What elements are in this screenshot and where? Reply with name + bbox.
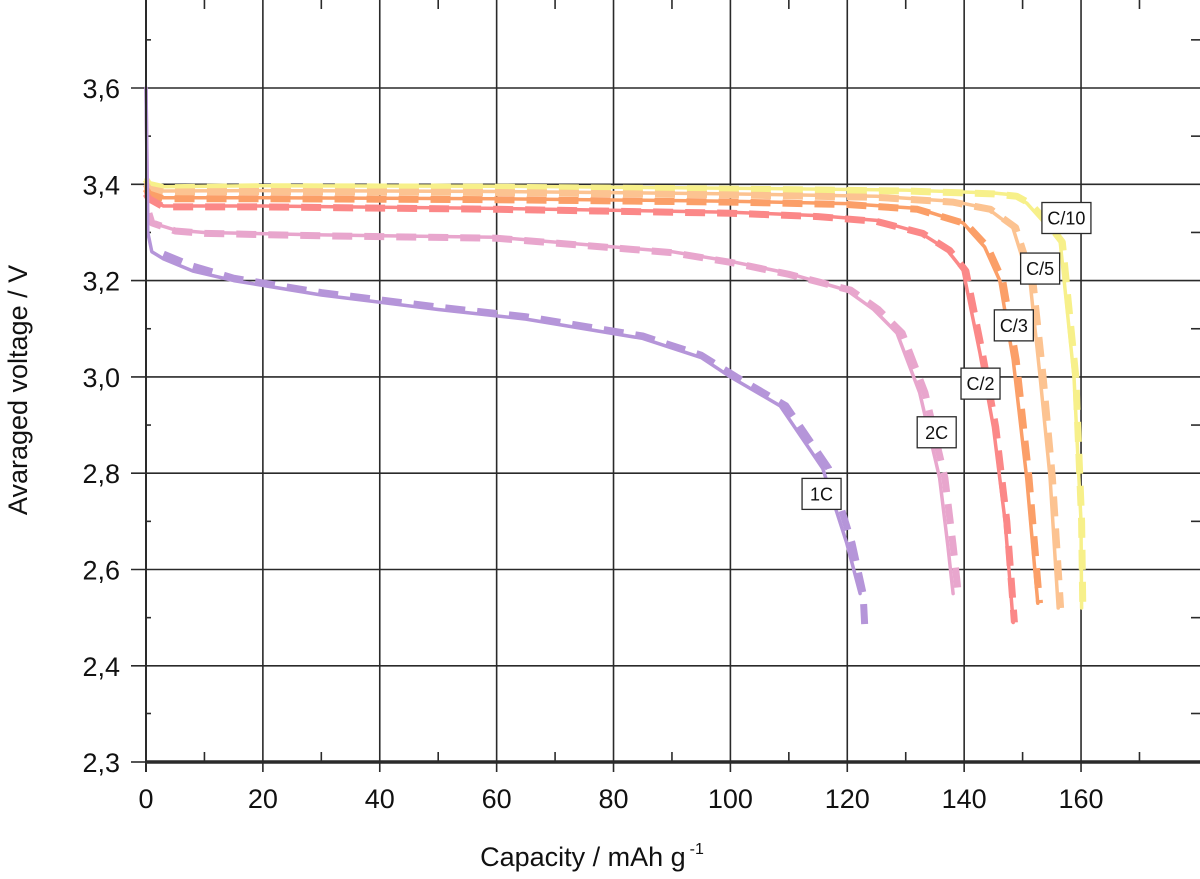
y-tick-label: 3,6 (82, 74, 120, 104)
y-axis-title: Avaraged voltage / V (3, 265, 33, 515)
annotation-label: 2C (925, 423, 948, 443)
annotation-label: C/10 (1047, 209, 1085, 229)
annotation-box (916, 416, 957, 449)
x-tick-label: 160 (1059, 784, 1104, 814)
x-tick-label: 40 (365, 784, 395, 814)
y-tick-label: 3,0 (82, 363, 120, 393)
x-tick-label: 140 (942, 784, 987, 814)
x-axis-title: Capacity / mAh g -1 (480, 841, 704, 872)
y-tick-label: 2,6 (82, 556, 120, 586)
y-tick-label: 2,4 (82, 652, 120, 682)
y-tick-label: 2,8 (82, 459, 120, 489)
series-2c-dashed (145, 212, 962, 594)
series-c-3-dashed (143, 187, 1043, 604)
series-c-5-dashed (143, 182, 1065, 609)
annotation-box (993, 309, 1034, 342)
x-tick-label: 20 (248, 784, 278, 814)
annotation-label: C/3 (1000, 316, 1028, 336)
y-tick-label: 3,4 (82, 170, 120, 200)
series-c-2-solid (144, 192, 1015, 625)
grid (131, 0, 1200, 772)
axes: 0 20 40 60 80 100 120 140 160 2,3 2,4 2,6 2,8 3,0 3,2 3… (82, 0, 1200, 814)
annotations-group: C/10 C/5 C/3 C/2 2C 1C (801, 201, 1092, 511)
series-2c-solid (144, 86, 955, 596)
x-tick-label: 80 (598, 784, 628, 814)
series-c-3-solid (144, 187, 1040, 605)
series-c-10-dashed (143, 177, 1087, 609)
series-1c-solid (144, 86, 862, 596)
series-c-2-dashed (143, 192, 1018, 623)
annotation-label: C/5 (1026, 259, 1054, 279)
annotation-box (801, 477, 842, 511)
x-tick-label: 60 (482, 784, 512, 814)
x-tick-label: 120 (825, 784, 870, 814)
annotation-label: 1C (810, 484, 833, 504)
x-tick-label: 100 (708, 784, 753, 814)
y-tick-label: 2,3 (82, 748, 120, 778)
annotation-box (1041, 201, 1092, 235)
annotation-label: C/2 (967, 374, 995, 394)
annotation-box (960, 367, 1001, 400)
annotation-box (1019, 252, 1061, 285)
series-1c-dashed (162, 250, 869, 628)
series-group (143, 86, 1087, 628)
y-tick-label: 3,2 (82, 267, 120, 297)
x-tick-label: 0 (138, 784, 153, 814)
